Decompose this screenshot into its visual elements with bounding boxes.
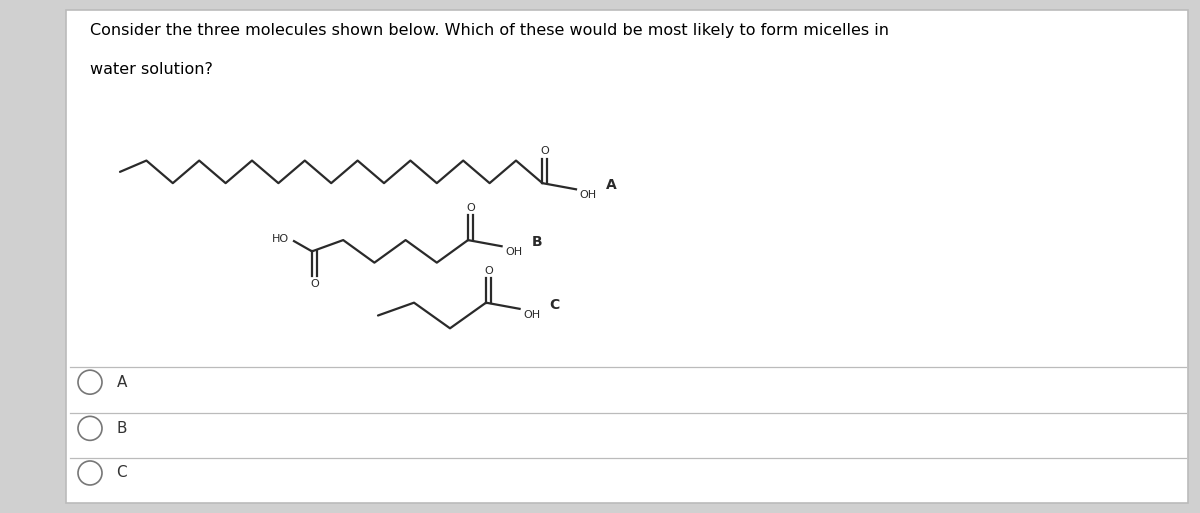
Text: O: O [484,266,493,276]
FancyBboxPatch shape [66,10,1188,503]
Text: A: A [606,178,617,192]
Ellipse shape [78,461,102,485]
Text: OH: OH [523,310,540,320]
Text: Consider the three molecules shown below. Which of these would be most likely to: Consider the three molecules shown below… [90,23,889,38]
Ellipse shape [78,370,102,394]
Text: water solution?: water solution? [90,62,212,76]
Text: O: O [540,147,550,156]
Text: C: C [116,465,127,481]
Text: B: B [116,421,127,436]
Text: O: O [466,204,475,213]
Text: O: O [310,279,319,289]
Text: HO: HO [272,233,289,244]
Text: OH: OH [505,247,522,257]
Text: B: B [532,235,542,249]
Ellipse shape [78,417,102,440]
Text: OH: OH [580,190,596,200]
Text: C: C [550,298,560,312]
Text: A: A [116,374,127,390]
